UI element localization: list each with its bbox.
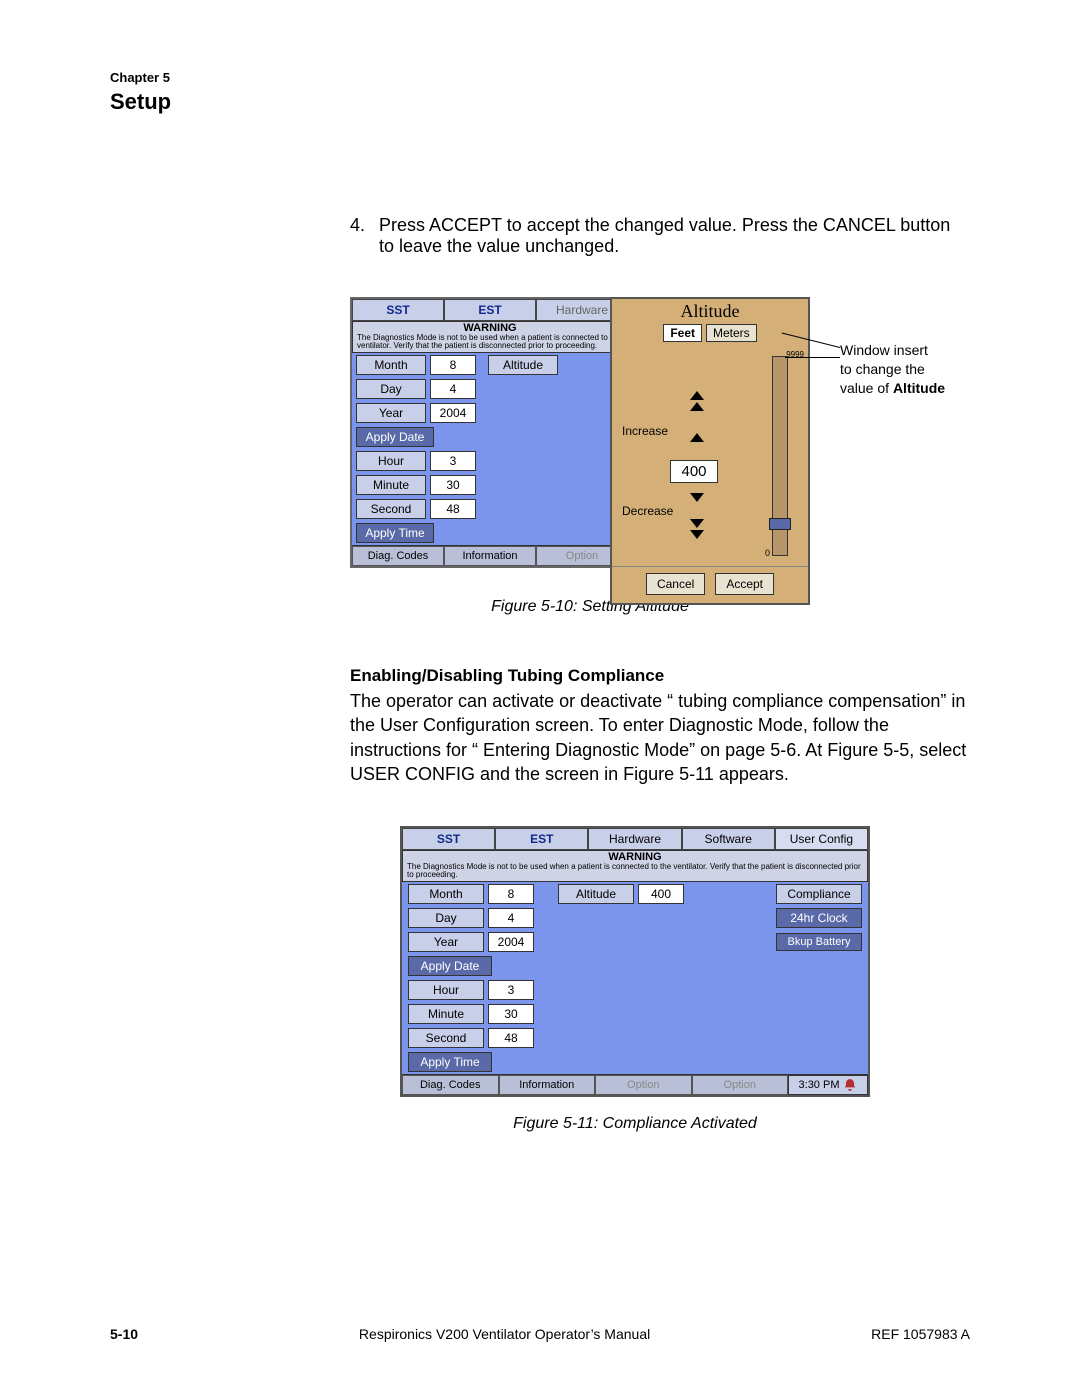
increase-label: Increase [622,424,668,438]
callout-l3: value of [840,380,893,396]
day-button[interactable]: Day [356,379,426,399]
clock-button[interactable]: 24hr Clock [776,908,862,928]
month-button[interactable]: Month [356,355,426,375]
altitude-value: 400 [670,460,718,483]
warning-bar: WARNING The Diagnostics Mode is not to b… [352,321,628,353]
compliance-button[interactable]: Compliance [776,884,862,904]
step-number: 4. [350,215,365,257]
time-display: 3:30 PM [788,1075,868,1095]
apply-date-button-2[interactable]: Apply Date [408,956,492,976]
step-4: 4. Press ACCEPT to accept the changed va… [350,215,970,257]
information-tab[interactable]: Information [444,546,536,566]
double-up-icon[interactable] [690,386,704,416]
year-value-2: 2004 [488,932,534,952]
minute-button[interactable]: Minute [356,475,426,495]
month-value-2: 8 [488,884,534,904]
warning-bar-2: WARNING The Diagnostics Mode is not to b… [402,850,868,882]
altitude-button-2[interactable]: Altitude [558,884,634,904]
double-down-icon[interactable] [690,514,704,544]
page-footer: 5-10 Respironics V200 Ventilator Operato… [110,1326,970,1342]
hour-button[interactable]: Hour [356,451,426,471]
tab-est-2[interactable]: EST [495,828,588,850]
day-value: 4 [430,379,476,399]
callout-bold: Altitude [893,380,945,396]
warning-text: The Diagnostics Mode is not to be used w… [353,334,627,352]
year-button-2[interactable]: Year [408,932,484,952]
slider-thumb[interactable] [769,518,791,530]
callout-line [785,357,840,358]
tab-est[interactable]: EST [444,299,536,321]
warning-text-2: The Diagnostics Mode is not to be used w… [403,863,867,881]
apply-time-button-2[interactable]: Apply Time [408,1052,492,1072]
section-heading: Enabling/Disabling Tubing Compliance [350,666,970,686]
altitude-button[interactable]: Altitude [488,355,558,375]
diag-screen-1: SST EST Hardware WARNING The Diagnostics… [350,297,630,568]
day-value-2: 4 [488,908,534,928]
callout-text: Window insert to change the value of Alt… [840,341,1010,398]
minute-value: 30 [430,475,476,495]
apply-date-button[interactable]: Apply Date [356,427,434,447]
second-button[interactable]: Second [356,499,426,519]
hour-value: 3 [430,451,476,471]
tab-software[interactable]: Software [682,828,775,850]
figure-5-11: SST EST Hardware Software User Config WA… [400,826,870,1097]
tab-hardware-2[interactable]: Hardware [588,828,681,850]
tab-sst-2[interactable]: SST [402,828,495,850]
hour-value-2: 3 [488,980,534,1000]
tab-sst[interactable]: SST [352,299,444,321]
footer-ref: REF 1057983 A [871,1326,970,1342]
information-tab-2[interactable]: Information [499,1075,596,1095]
month-value: 8 [430,355,476,375]
hour-button-2[interactable]: Hour [408,980,484,1000]
cancel-button[interactable]: Cancel [646,573,705,595]
minute-value-2: 30 [488,1004,534,1024]
diag-codes-tab[interactable]: Diag. Codes [352,546,444,566]
page-number: 5-10 [110,1326,138,1342]
clock-time: 3:30 PM [799,1079,840,1091]
single-down-icon[interactable] [690,488,704,507]
single-up-icon[interactable] [690,428,704,447]
feet-button[interactable]: Feet [663,324,702,342]
page-title: Setup [110,89,970,115]
second-button-2[interactable]: Second [408,1028,484,1048]
step-text: Press ACCEPT to accept the changed value… [379,215,970,257]
minute-button-2[interactable]: Minute [408,1004,484,1024]
altitude-value-2: 400 [638,884,684,904]
second-value-2: 48 [488,1028,534,1048]
meters-button[interactable]: Meters [706,324,757,342]
apply-time-button[interactable]: Apply Time [356,523,434,543]
year-value: 2004 [430,403,476,423]
footer-title: Respironics V200 Ventilator Operator’s M… [359,1326,650,1342]
altitude-title: Altitude [612,299,808,324]
slider-min-label: 0 [765,548,770,558]
figure-5-11-caption: Figure 5-11: Compliance Activated [400,1115,870,1133]
option-tab-2b[interactable]: Option [692,1075,789,1095]
decrease-label: Decrease [622,504,673,518]
callout-l2: to change the [840,361,925,377]
option-tab-2a[interactable]: Option [595,1075,692,1095]
alarm-icon [843,1078,857,1092]
callout-l1: Window insert [840,342,928,358]
section-body: The operator can activate or deactivate … [350,689,970,786]
chapter-label: Chapter 5 [110,70,970,85]
year-button[interactable]: Year [356,403,426,423]
second-value: 48 [430,499,476,519]
battery-button[interactable]: Bkup Battery [776,933,862,951]
altitude-popup: Altitude Feet Meters 9999 Increase Decre… [610,297,810,605]
day-button-2[interactable]: Day [408,908,484,928]
figure-5-10: SST EST Hardware WARNING The Diagnostics… [350,297,970,568]
month-button-2[interactable]: Month [408,884,484,904]
diag-codes-tab-2[interactable]: Diag. Codes [402,1075,499,1095]
accept-button[interactable]: Accept [715,573,774,595]
tab-user-config[interactable]: User Config [775,828,868,850]
